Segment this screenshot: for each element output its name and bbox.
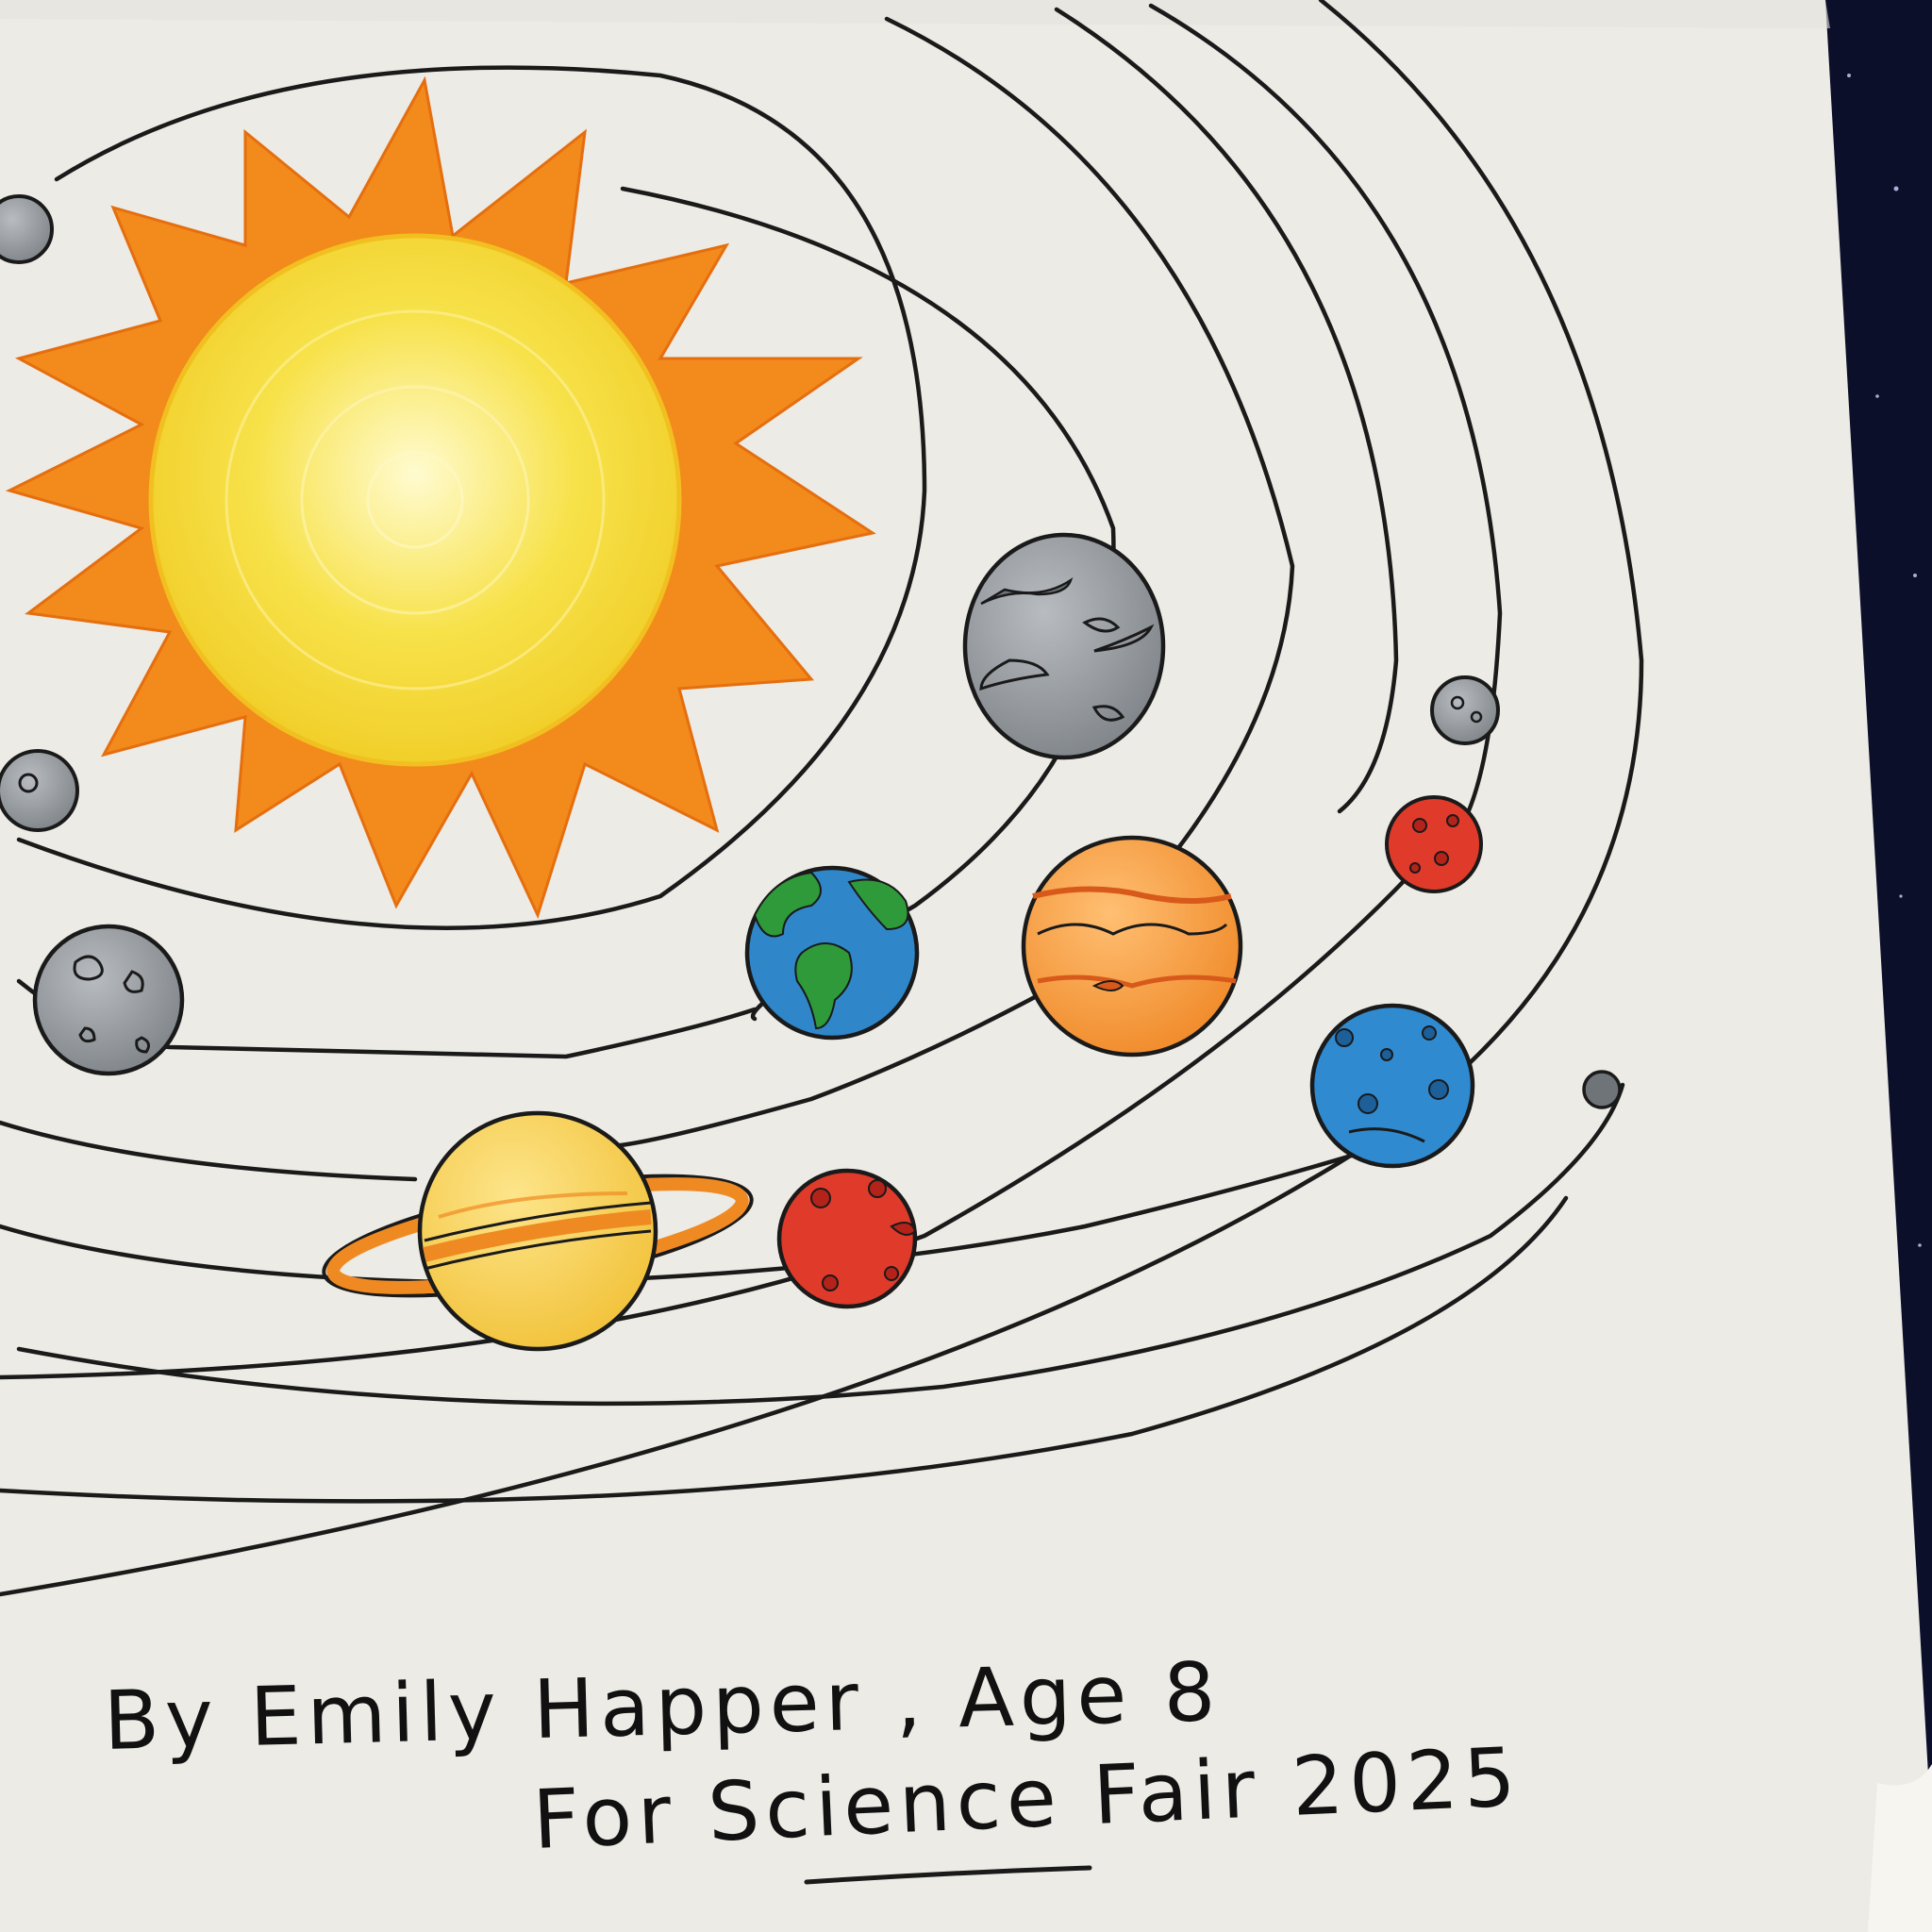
moon-icon [1430, 675, 1500, 745]
planet-icon [744, 865, 920, 1041]
moon-icon [1582, 1070, 1622, 1109]
planet-icon [962, 532, 1166, 760]
planet-icon [1385, 795, 1483, 893]
paper-curl [1868, 1764, 1932, 1932]
caption-underline [804, 1865, 1092, 1885]
planet-icon [322, 1110, 754, 1352]
planet-icon [776, 1168, 918, 1309]
moon-icon [0, 194, 185, 1076]
planet-icon [1309, 1003, 1475, 1169]
sun-icon [5, 75, 876, 920]
planet-icon [1021, 835, 1243, 1058]
